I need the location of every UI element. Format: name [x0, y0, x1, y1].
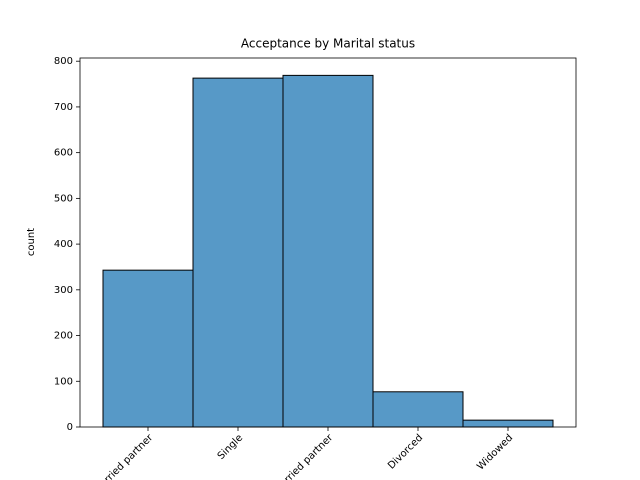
y-tick-label: 700: [54, 102, 73, 113]
axes-frame: [79, 57, 577, 428]
x-tick-label: Widowed: [475, 432, 515, 472]
y-tick-label: 500: [54, 193, 73, 204]
y-tick-label: 400: [54, 239, 73, 250]
y-tick-label: 100: [54, 376, 73, 387]
x-tick-label: Divorced: [386, 432, 425, 471]
x-tick-label: Single: [216, 432, 246, 462]
bar: [282, 74, 374, 428]
y-tick-label: 300: [54, 285, 73, 296]
y-tick-label: 0: [67, 422, 73, 433]
bar: [192, 77, 284, 428]
y-axis-label: count: [26, 228, 37, 256]
x-tick-label: Unmarried partner: [82, 432, 156, 480]
y-tick-label: 200: [54, 331, 73, 342]
y-tick-label: 600: [54, 148, 73, 159]
bar: [462, 419, 554, 428]
x-tick-label: Married partner: [272, 432, 336, 480]
bar: [372, 391, 464, 428]
bar: [102, 269, 194, 428]
y-tick-label: 800: [54, 56, 73, 67]
chart-title: Acceptance by Marital status: [241, 37, 415, 51]
